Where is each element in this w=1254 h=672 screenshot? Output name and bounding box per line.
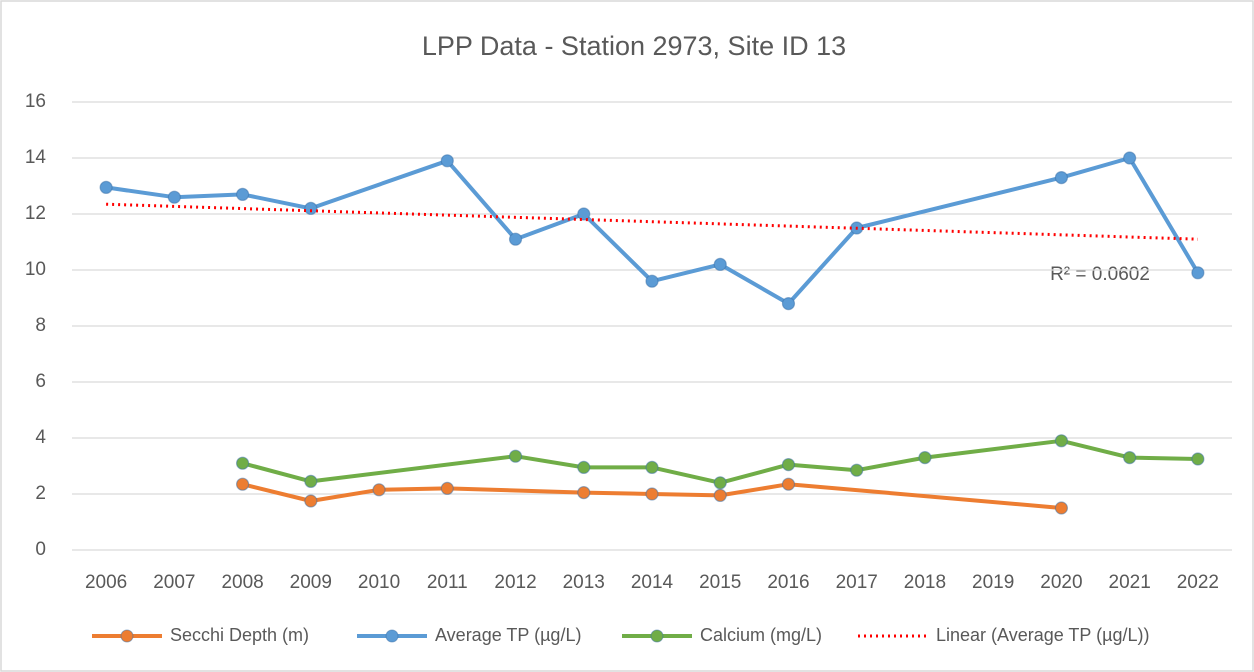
data-point <box>99 180 113 194</box>
data-point <box>1191 452 1205 466</box>
data-point <box>235 456 250 470</box>
data-point <box>850 463 864 477</box>
data-point <box>713 476 727 490</box>
x-tick-label: 2017 <box>836 572 878 593</box>
x-tick-label: 2022 <box>1177 572 1219 593</box>
data-point <box>440 154 454 168</box>
x-tick-label: 2009 <box>290 572 332 593</box>
y-tick-label: 16 <box>25 91 46 112</box>
y-tick-label: 0 <box>35 539 46 560</box>
y-tick-label: 6 <box>35 371 46 392</box>
x-tick-label: 2012 <box>494 572 536 593</box>
legend-label: Secchi Depth (m) <box>170 625 309 645</box>
data-point <box>713 257 727 271</box>
y-tick-label: 4 <box>35 427 46 448</box>
data-point <box>577 486 591 500</box>
legend-marker <box>120 629 134 643</box>
x-tick-label: 2010 <box>358 572 400 593</box>
data-point <box>1123 451 1137 465</box>
data-point <box>645 274 659 288</box>
data-point <box>918 451 932 465</box>
legend-label: Calcium (mg/L) <box>700 625 822 645</box>
x-tick-label: 2016 <box>767 572 809 593</box>
x-tick-label: 2011 <box>427 572 468 593</box>
data-point <box>440 481 454 495</box>
y-tick-label: 10 <box>25 259 46 280</box>
series-line <box>242 438 1198 485</box>
x-tick-label: 2008 <box>221 572 263 593</box>
x-tick-label: 2018 <box>904 572 946 593</box>
data-point <box>1054 501 1069 515</box>
legend-marker <box>385 629 399 643</box>
y-tick-label: 14 <box>25 147 47 168</box>
data-point <box>1191 266 1205 280</box>
data-point <box>235 477 250 491</box>
x-tick-label: 2007 <box>153 572 195 593</box>
x-tick-label: 2014 <box>631 572 674 593</box>
x-tick-label: 2019 <box>972 572 1014 593</box>
data-point <box>713 488 727 502</box>
data-point <box>1123 151 1137 165</box>
data-point <box>1054 434 1069 448</box>
data-point <box>304 474 318 488</box>
x-tick-label: 2013 <box>563 572 605 593</box>
data-point <box>577 207 591 221</box>
x-tick-label: 2006 <box>85 572 127 593</box>
data-point <box>645 487 659 501</box>
data-point <box>235 187 250 201</box>
y-tick-label: 8 <box>35 315 46 336</box>
data-point <box>167 190 181 204</box>
data-point <box>781 477 796 491</box>
legend-marker <box>650 629 664 643</box>
data-point <box>577 460 591 474</box>
data-point <box>508 232 523 246</box>
trend-line <box>106 202 1198 241</box>
chart-title: LPP Data - Station 2973, Site ID 13 <box>422 31 846 61</box>
x-tick-label: 2020 <box>1040 572 1082 593</box>
data-point <box>781 297 796 311</box>
r2-annotation: R² = 0.0602 <box>1050 264 1150 285</box>
data-point <box>508 449 523 463</box>
data-point <box>304 494 318 508</box>
data-point <box>645 460 659 474</box>
y-tick-label: 12 <box>25 203 46 224</box>
data-point <box>781 458 796 472</box>
data-point <box>304 201 318 215</box>
data-point <box>1054 171 1069 185</box>
x-tick-label: 2015 <box>699 572 741 593</box>
series-line <box>105 156 1200 306</box>
data-point <box>372 483 386 497</box>
y-tick-label: 2 <box>35 483 46 504</box>
legend-label: Linear (Average TP (µg/L)) <box>936 625 1149 645</box>
x-tick-label: 2021 <box>1109 572 1151 593</box>
legend-label: Average TP (µg/L) <box>435 625 581 645</box>
